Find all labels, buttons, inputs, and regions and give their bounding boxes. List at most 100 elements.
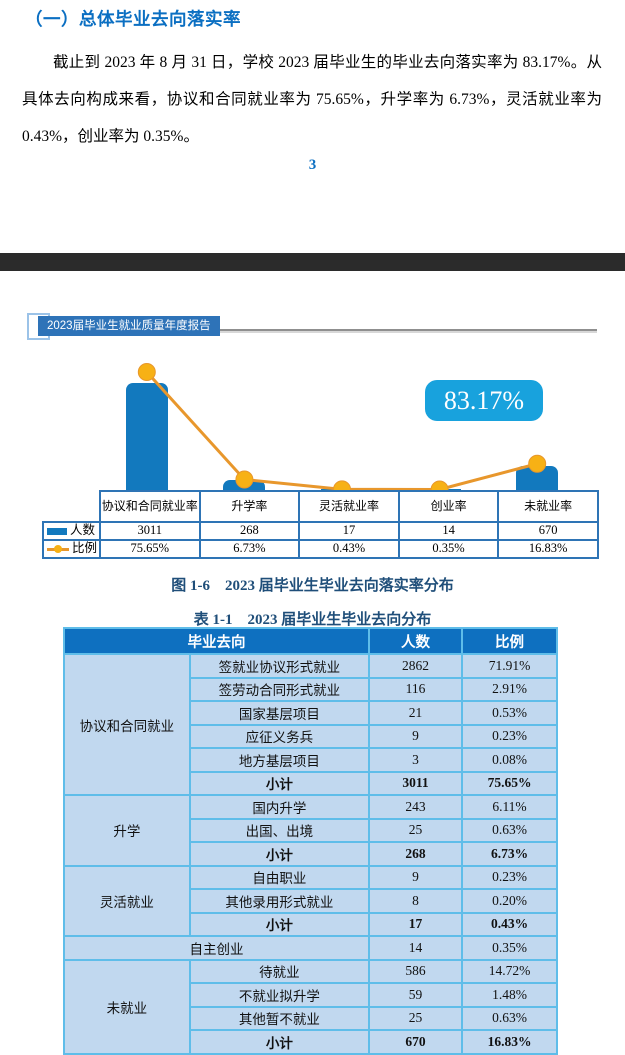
pct-cell: 16.83% [461, 1029, 558, 1055]
table-row: 国家基层项目 21 0.53% [64, 700, 558, 726]
num-cell: 243 [368, 794, 463, 820]
label-cell: 国内升学 [188, 794, 371, 820]
merged-cell: 自主创业 [63, 935, 370, 961]
group-cell: 未就业 [63, 958, 191, 1055]
marker-0 [137, 363, 156, 381]
chart-num-4: 670 [497, 521, 599, 541]
table-row: 出国、出境 25 0.63% [64, 817, 558, 843]
chart-pct-0: 75.65% [99, 539, 201, 559]
table-row: 未就业 待就业 586 14.72% [63, 958, 558, 1055]
num-cell: 59 [368, 982, 463, 1008]
num-cell: 670 [368, 1029, 463, 1055]
table-row: 小计 268 6.73% [64, 841, 558, 867]
destination-table: 毕业去向 人数 比例 协议和合同就业 签就业协议形式就业 2862 71.91% 签劳动合同形… [63, 627, 558, 1055]
table-row: 小计 670 16.83% [64, 1029, 558, 1055]
legend-renshu: 人数 [42, 521, 101, 541]
overall-rate-badge: 83.17% [425, 380, 543, 421]
table-row: 小计 17 0.43% [64, 911, 558, 937]
pct-cell: 0.23% [461, 723, 558, 749]
num-cell: 8 [368, 888, 463, 914]
chart-pct-1: 6.73% [198, 539, 301, 559]
label-cell: 签就业协议形式就业 [188, 653, 371, 679]
chart-num-0: 3011 [99, 521, 201, 541]
table-row: 自主创业 14 0.35% [63, 935, 558, 961]
line-legend-swatch [47, 544, 69, 553]
num-cell: 25 [368, 1005, 463, 1031]
pct-cell: 0.53% [461, 700, 558, 726]
chart-num-1: 268 [198, 521, 301, 541]
table-row: 不就业拟升学 59 1.48% [64, 982, 558, 1008]
pct-cell: 1.48% [461, 982, 558, 1008]
report-header-title: 2023届毕业生就业质量年度报告 [38, 316, 220, 336]
label-cell: 小计 [188, 911, 371, 937]
body-paragraph: 截止到 2023 年 8 月 31 日，学校 2023 届毕业生的毕业去向落实率… [22, 54, 602, 145]
num-cell: 3 [368, 747, 463, 773]
bar-4 [516, 466, 559, 490]
table-caption: 表 1-1 2023 届毕业生毕业去向分布 [193, 612, 432, 628]
pct-cell: 0.35% [461, 935, 558, 961]
pct-cell: 71.91% [461, 653, 558, 679]
label-cell: 待就业 [188, 958, 371, 984]
num-cell: 586 [368, 958, 463, 984]
col-count: 人数 [368, 627, 463, 655]
employment-rate-chart: 83.17% 协议和合同就业率 升学率 灵活就业率 创业率 未就业率 人数 3011 268 1… [0, 360, 625, 563]
num-cell: 25 [368, 817, 463, 843]
table-row: 小计 3011 75.65% [64, 770, 558, 796]
pct-cell: 6.73% [461, 841, 558, 867]
table-row: 应征义务兵 9 0.23% [64, 723, 558, 749]
chart-pct-4: 16.83% [497, 539, 599, 559]
chart-category-1: 升学率 [198, 490, 301, 523]
label-cell: 出国、出境 [188, 817, 371, 843]
num-cell: 9 [368, 723, 463, 749]
table-row: 灵活就业 自由职业 9 0.23% [63, 864, 558, 937]
section-heading: （一）总体毕业去向落实率 [25, 9, 241, 29]
section-divider [0, 253, 625, 271]
group-cell: 升学 [63, 794, 191, 867]
header-rule-line [40, 329, 597, 331]
table-row: 地方基层项目 3 0.08% [64, 747, 558, 773]
bar-legend-swatch [47, 527, 67, 535]
pct-cell: 14.72% [461, 958, 558, 984]
group-cell: 灵活就业 [63, 864, 191, 937]
num-cell: 3011 [368, 770, 463, 796]
pct-cell: 0.20% [461, 888, 558, 914]
figure-caption: 图 1-6 2023 届毕业生毕业去向落实率分布 [171, 578, 454, 594]
label-cell: 小计 [188, 1029, 371, 1055]
marker-1 [235, 470, 254, 489]
label-cell: 应征义务兵 [188, 723, 371, 749]
label-cell: 小计 [188, 770, 371, 796]
table-row: 其他录用形式就业 8 0.20% [64, 888, 558, 914]
label-cell: 不就业拟升学 [188, 982, 371, 1008]
group-cell: 协议和合同就业 [63, 653, 191, 796]
pct-cell: 0.43% [461, 911, 558, 937]
pct-cell: 75.65% [461, 770, 558, 796]
chart-category-2: 灵活就业率 [298, 490, 400, 523]
label-cell: 国家基层项目 [188, 700, 371, 726]
chart-pct-2: 0.43% [298, 539, 400, 559]
num-cell: 2862 [368, 653, 463, 679]
num-cell: 268 [368, 841, 463, 867]
col-destination: 毕业去向 [63, 627, 370, 655]
num-cell: 14 [368, 935, 463, 961]
label-cell: 自由职业 [188, 864, 371, 890]
table-row: 签劳动合同形式就业 116 2.91% [64, 676, 558, 702]
label-cell: 小计 [188, 841, 371, 867]
table-row: 升学 国内升学 243 6.11% [63, 794, 558, 867]
pct-cell: 0.08% [461, 747, 558, 773]
label-cell: 其他暂不就业 [188, 1005, 371, 1031]
chart-category-3: 创业率 [397, 490, 500, 523]
num-cell: 17 [368, 911, 463, 937]
bar-0 [125, 383, 168, 490]
chart-pct-3: 0.35% [397, 539, 500, 559]
table-row: 其他暂不就业 25 0.63% [64, 1005, 558, 1031]
chart-category-4: 未就业率 [497, 490, 599, 523]
pct-cell: 0.63% [461, 1005, 558, 1031]
chart-data-table: 协议和合同就业率 升学率 灵活就业率 创业率 未就业率 人数 3011 268 17 14 670 比… [42, 490, 599, 559]
label-cell: 地方基层项目 [188, 747, 371, 773]
legend-bili: 比例 [42, 539, 101, 559]
table-row: 协议和合同就业 签就业协议形式就业 2862 71.91% [63, 653, 558, 796]
chart-num-3: 14 [397, 521, 500, 541]
pct-cell: 2.91% [461, 676, 558, 702]
label-cell: 其他录用形式就业 [188, 888, 371, 914]
marker-4 [528, 454, 547, 473]
